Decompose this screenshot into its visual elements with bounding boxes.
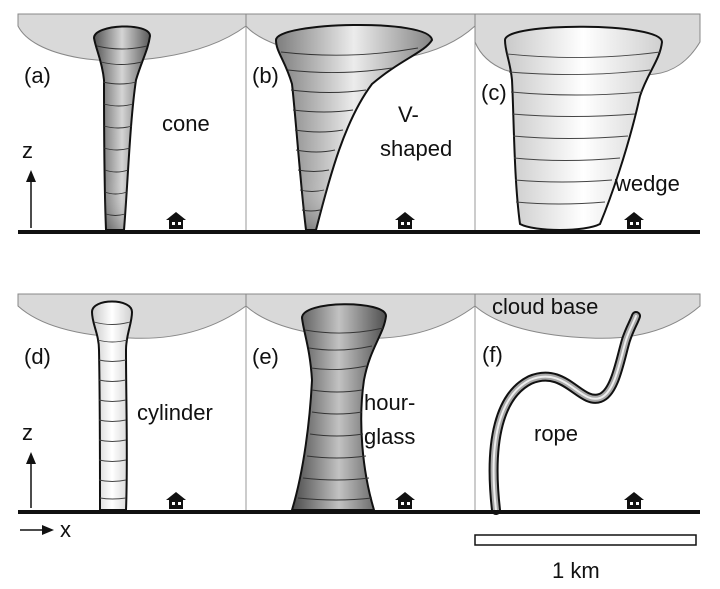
top-row: z (a) (b) (c) cone V- shaped wedge <box>17 13 701 234</box>
z-axis-top: z <box>22 138 36 228</box>
house-icon <box>395 212 415 229</box>
funnel-cylinder <box>90 300 134 511</box>
bottom-row: z x (d) (e) (f) cylinder hour- glass rop… <box>17 293 701 542</box>
type-label-rope: rope <box>534 421 578 446</box>
type-label-v-shaped-2: shaped <box>380 136 452 161</box>
cloud-f <box>474 293 701 339</box>
z-axis-label: z <box>22 138 33 163</box>
cloud-base-label: cloud base <box>492 294 598 319</box>
panel-label-c: (c) <box>481 80 507 105</box>
type-label-cone: cone <box>162 111 210 136</box>
house-icon <box>166 492 186 509</box>
funnel-rope <box>488 311 641 515</box>
funnel-cone <box>92 25 152 231</box>
ground-line <box>18 510 700 514</box>
panel-label-e: (e) <box>252 344 279 369</box>
panel-label-b: (b) <box>252 63 279 88</box>
house-icon <box>395 492 415 509</box>
x-axis: x <box>20 517 71 542</box>
z-axis-bottom: z <box>22 420 36 508</box>
type-label-wedge: wedge <box>614 171 680 196</box>
type-label-v-shaped-1: V- <box>398 102 419 127</box>
house-icon <box>624 212 644 229</box>
panel-label-f: (f) <box>482 342 503 367</box>
type-label-cylinder: cylinder <box>137 400 213 425</box>
scale-bar-label: 1 km <box>552 558 600 583</box>
house-icon <box>624 492 644 509</box>
z-axis-label: z <box>22 420 33 445</box>
ground-line <box>18 230 700 234</box>
panel-label-a: (a) <box>24 63 51 88</box>
funnel-v-shaped <box>274 24 434 231</box>
type-label-hourglass-1: hour- <box>364 390 415 415</box>
scale-bar: 1 km <box>474 534 697 583</box>
funnel-wedge <box>503 25 664 231</box>
house-icon <box>166 212 186 229</box>
panel-label-d: (d) <box>24 344 51 369</box>
type-label-hourglass-2: glass <box>364 424 415 449</box>
x-axis-label: x <box>60 517 71 542</box>
funnel-hourglass <box>290 303 388 511</box>
